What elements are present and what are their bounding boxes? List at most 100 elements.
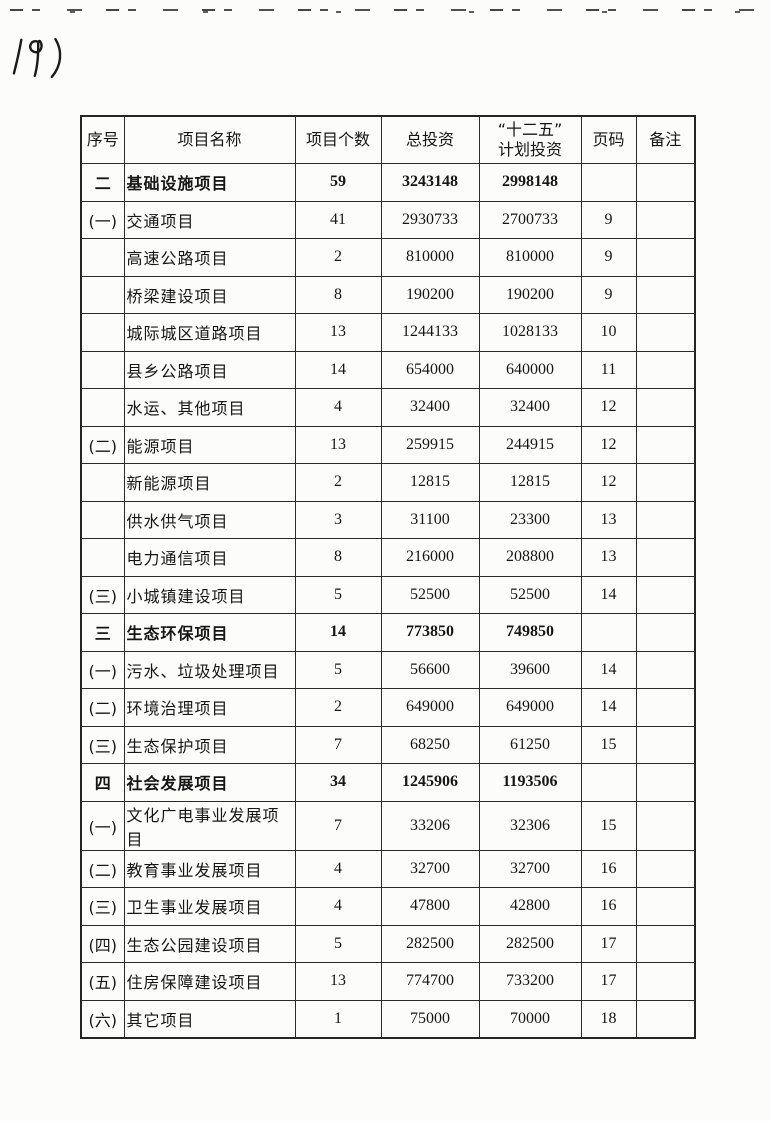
row-total-investment: 52500 [380, 575, 480, 614]
row-plan-investment: 749850 [478, 613, 582, 652]
row-page-number: 9 [580, 238, 637, 277]
table-row: 新能源项目 2 12815 12815 12 [80, 463, 696, 502]
table-row: 二 基础设施项目 59 3243148 2998148 [80, 163, 696, 202]
row-note [635, 763, 696, 802]
row-plan-investment: 32700 [478, 849, 582, 888]
row-plan-investment: 733200 [478, 962, 582, 1001]
row-note [635, 238, 696, 277]
row-total-investment: 259915 [380, 425, 480, 464]
row-project-count: 8 [294, 275, 382, 314]
row-page-number: 18 [580, 999, 637, 1039]
row-total-investment: 56600 [380, 650, 480, 689]
row-page-number [580, 163, 637, 202]
row-page-number: 13 [580, 500, 637, 539]
table-header-row: 序号 项目名称 项目个数 总投资 “十二五” 计划投资 页码 备注 [80, 115, 696, 164]
row-plan-investment: 1193506 [478, 763, 582, 802]
col-header-page-number: 页码 [580, 115, 637, 164]
row-serial: (三) [80, 887, 125, 926]
row-plan-investment: 810000 [478, 238, 582, 277]
row-project-count: 14 [294, 350, 382, 389]
row-project-name: 污水、垃圾处理项目 [123, 650, 296, 689]
row-project-count: 2 [294, 463, 382, 502]
table-row: 高速公路项目 2 810000 810000 9 [80, 238, 696, 277]
row-project-count: 4 [294, 887, 382, 926]
row-project-name: 高速公路项目 [123, 238, 296, 277]
row-project-count: 59 [294, 163, 382, 202]
row-note [635, 313, 696, 352]
row-note [635, 725, 696, 764]
row-project-name: 生态保护项目 [123, 725, 296, 764]
row-note [635, 425, 696, 464]
table-row: (三) 生态保护项目 7 68250 61250 15 [80, 725, 696, 764]
row-project-name: 城际城区道路项目 [123, 313, 296, 352]
row-total-investment: 3243148 [380, 163, 480, 202]
row-page-number: 12 [580, 463, 637, 502]
row-project-name: 桥梁建设项目 [123, 275, 296, 314]
row-plan-investment: 70000 [478, 999, 582, 1039]
row-project-count: 13 [294, 962, 382, 1001]
table-row: 四 社会发展项目 34 1245906 1193506 [80, 763, 696, 802]
row-total-investment: 2930733 [380, 200, 480, 239]
row-serial: (二) [80, 425, 125, 464]
row-serial: (四) [80, 924, 125, 963]
row-serial [80, 463, 125, 502]
row-project-count: 2 [294, 688, 382, 727]
row-total-investment: 1245906 [380, 763, 480, 802]
row-project-name: 生态环保项目 [123, 613, 296, 652]
table-row: (五) 住房保障建设项目 13 774700 733200 17 [80, 962, 696, 1001]
row-project-name: 社会发展项目 [123, 763, 296, 802]
row-project-name: 生态公园建设项目 [123, 924, 296, 963]
row-project-name: 县乡公路项目 [123, 350, 296, 389]
row-page-number: 12 [580, 388, 637, 427]
row-project-count: 13 [294, 313, 382, 352]
row-plan-investment: 32306 [478, 800, 582, 851]
row-plan-investment: 12815 [478, 463, 582, 502]
row-page-number [580, 613, 637, 652]
row-project-count: 5 [294, 575, 382, 614]
handwritten-page-number [8, 32, 67, 86]
row-plan-investment: 32400 [478, 388, 582, 427]
row-plan-investment: 649000 [478, 688, 582, 727]
row-project-count: 1 [294, 999, 382, 1039]
row-serial: 四 [80, 763, 125, 802]
row-total-investment: 32700 [380, 849, 480, 888]
row-project-count: 8 [294, 538, 382, 577]
row-project-count: 5 [294, 924, 382, 963]
row-total-investment: 774700 [380, 962, 480, 1001]
col-header-note: 备注 [635, 115, 696, 164]
row-total-investment: 810000 [380, 238, 480, 277]
row-total-investment: 68250 [380, 725, 480, 764]
row-project-count: 14 [294, 613, 382, 652]
row-project-name: 文化广电事业发展项目 [123, 800, 296, 851]
row-project-count: 7 [294, 725, 382, 764]
row-project-name: 新能源项目 [123, 463, 296, 502]
row-plan-investment: 61250 [478, 725, 582, 764]
col-header-project-count: 项目个数 [294, 115, 382, 164]
row-page-number: 14 [580, 575, 637, 614]
table-row: (二) 教育事业发展项目 4 32700 32700 16 [80, 849, 696, 888]
row-project-count: 13 [294, 425, 382, 464]
row-note [635, 849, 696, 888]
row-serial [80, 388, 125, 427]
table-row: 供水供气项目 3 31100 23300 13 [80, 500, 696, 539]
row-page-number: 16 [580, 887, 637, 926]
table-row: (四) 生态公园建设项目 5 282500 282500 17 [80, 924, 696, 963]
row-project-name: 卫生事业发展项目 [123, 887, 296, 926]
row-project-count: 7 [294, 800, 382, 851]
row-serial: (一) [80, 800, 125, 851]
row-plan-investment: 208800 [478, 538, 582, 577]
row-total-investment: 32400 [380, 388, 480, 427]
row-total-investment: 216000 [380, 538, 480, 577]
row-total-investment: 190200 [380, 275, 480, 314]
row-serial: (一) [80, 650, 125, 689]
row-project-name: 小城镇建设项目 [123, 575, 296, 614]
row-serial [80, 538, 125, 577]
row-plan-investment: 640000 [478, 350, 582, 389]
row-note [635, 887, 696, 926]
table-row: 电力通信项目 8 216000 208800 13 [80, 538, 696, 577]
row-plan-investment: 42800 [478, 887, 582, 926]
row-note [635, 575, 696, 614]
scan-artifact-line [10, 9, 763, 13]
table-row: (二) 能源项目 13 259915 244915 12 [80, 425, 696, 464]
